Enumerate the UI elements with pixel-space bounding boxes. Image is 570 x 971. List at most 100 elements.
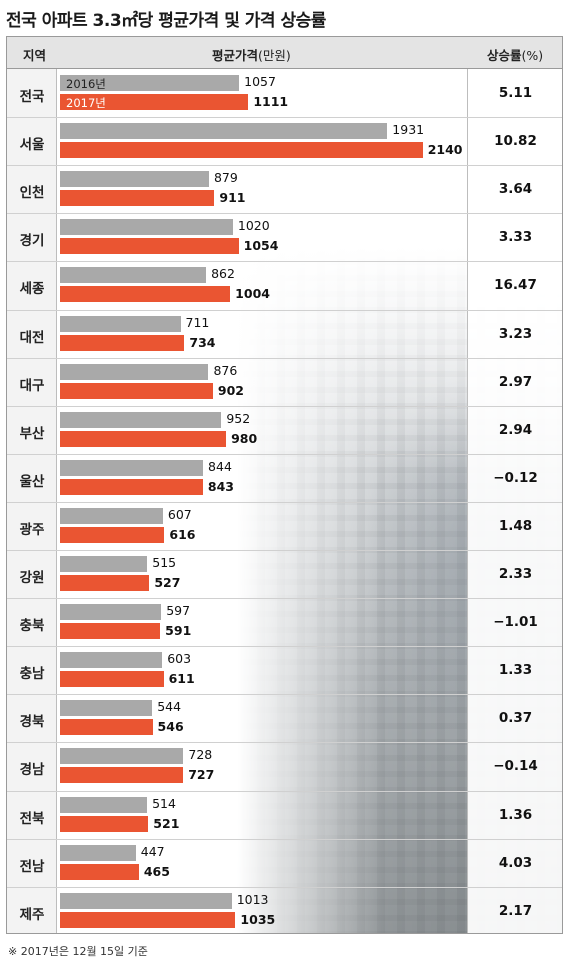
bar-2016	[60, 844, 136, 861]
bar-2017	[60, 815, 149, 832]
bar-2016	[60, 604, 162, 621]
row-divider	[7, 838, 562, 840]
row-divider	[7, 405, 562, 407]
region-label: 대전	[19, 329, 45, 346]
row-divider	[7, 261, 562, 263]
bar-2017	[60, 142, 423, 159]
value-label-2017: 591	[165, 623, 192, 639]
rate-value: 3.33	[498, 229, 533, 246]
value-label-2017: 911	[219, 190, 246, 206]
bar-2016	[60, 556, 148, 572]
row-divider	[7, 790, 562, 792]
region-label: 서울	[19, 137, 45, 154]
bar-2016	[60, 892, 232, 909]
region-label: 울산	[19, 473, 45, 490]
bar-2017	[60, 671, 164, 688]
bar-2017	[60, 623, 161, 640]
bar-2016	[60, 315, 181, 332]
region-label: 세종	[19, 281, 45, 298]
value-label-2016: 515	[152, 555, 177, 570]
value-label-2017: 546	[157, 719, 184, 735]
region-label: 제주	[19, 906, 45, 923]
rate-value: 3.23	[498, 325, 533, 342]
region-label: 충북	[19, 618, 45, 635]
value-label-2016: 862	[211, 266, 235, 282]
rate-column	[467, 69, 562, 933]
bar-2016	[60, 748, 184, 765]
bar-2016	[60, 459, 204, 476]
bar-2016	[60, 267, 207, 284]
bar-2017	[60, 863, 139, 880]
bar-2017	[60, 94, 249, 110]
rate-value: 0.37	[498, 710, 533, 727]
legend-2016: 2016년	[66, 77, 106, 91]
footnote: ※ 2017년은 12월 15일 기준	[8, 945, 148, 958]
region-label: 전남	[19, 858, 45, 875]
value-label-2017: 611	[168, 671, 195, 687]
rate-value: −1.01	[493, 614, 538, 631]
bar-2017	[60, 430, 227, 447]
value-label-2017: 1004	[235, 286, 270, 302]
value-label-2016: 711	[185, 314, 210, 330]
value-label-2016: 514	[152, 795, 176, 811]
value-label-2016: 844	[208, 458, 232, 474]
chart-frame: 지역 평균가격(만원) 상승률(%) 전국 5.11 1057 1111 2016년 20…	[6, 36, 563, 934]
region-label: 부산	[19, 425, 45, 442]
region-label: 인천	[19, 185, 45, 202]
bar-2016	[60, 411, 222, 428]
rate-value: 10.82	[494, 133, 537, 150]
rate-value: 1.33	[498, 662, 533, 679]
value-label-2017: 616	[169, 526, 196, 542]
row-divider	[7, 742, 562, 744]
value-label-2017: 521	[153, 815, 180, 831]
value-label-2017: 527	[154, 575, 181, 590]
bar-2017	[60, 526, 165, 543]
value-label-2016: 952	[226, 410, 251, 426]
bar-2016	[60, 796, 148, 813]
value-label-2016: 603	[167, 651, 192, 667]
value-label-2017: 734	[189, 334, 216, 350]
value-label-2017: 727	[188, 767, 215, 783]
chart-title: 전국 아파트 3.3㎡당 평균가격 및 가격 상승률	[6, 11, 326, 31]
value-label-2016: 728	[188, 747, 213, 763]
row-divider	[7, 213, 562, 215]
bar-2017	[60, 911, 236, 928]
bar-2017	[60, 238, 239, 255]
value-label-2017: 2140	[427, 142, 463, 158]
header-price: 평균가격(만원)	[212, 45, 291, 64]
bar-2017	[60, 334, 185, 351]
value-label-2017: 902	[217, 382, 244, 398]
region-label: 경북	[19, 714, 45, 731]
row-divider	[7, 309, 562, 311]
bar-2017	[60, 286, 231, 303]
rate-value: 2.17	[498, 902, 533, 919]
region-label: 경기	[19, 233, 45, 250]
bar-2017	[60, 382, 213, 399]
row-divider	[7, 117, 562, 119]
value-label-2017: 980	[231, 430, 258, 446]
value-label-2017: 1035	[240, 911, 276, 927]
value-label-2016: 876	[213, 362, 238, 378]
bar-2017	[60, 719, 153, 736]
header-rate-unit: (%)	[521, 48, 544, 63]
value-label-2017: 1054	[243, 238, 279, 254]
rate-value: 2.33	[498, 566, 533, 582]
row-divider	[7, 550, 562, 551]
rate-value: 1.48	[498, 517, 533, 534]
value-label-2016: 1013	[236, 891, 269, 907]
row-divider	[7, 646, 562, 648]
value-label-2016: 607	[167, 506, 192, 522]
region-label: 광주	[19, 521, 45, 538]
legend-2017: 2017년	[66, 96, 106, 110]
value-label-2016: 1020	[237, 218, 270, 234]
row-divider	[7, 357, 562, 359]
region-label: 대구	[19, 377, 45, 394]
rate-value: 4.03	[498, 854, 533, 871]
bar-2017	[60, 575, 150, 591]
row-divider	[7, 453, 562, 455]
value-label-2016: 544	[157, 699, 182, 715]
bar-2016	[60, 652, 163, 669]
header-price-unit: (만원)	[258, 48, 291, 63]
bar-2016	[60, 171, 209, 188]
header-region: 지역	[23, 48, 47, 63]
